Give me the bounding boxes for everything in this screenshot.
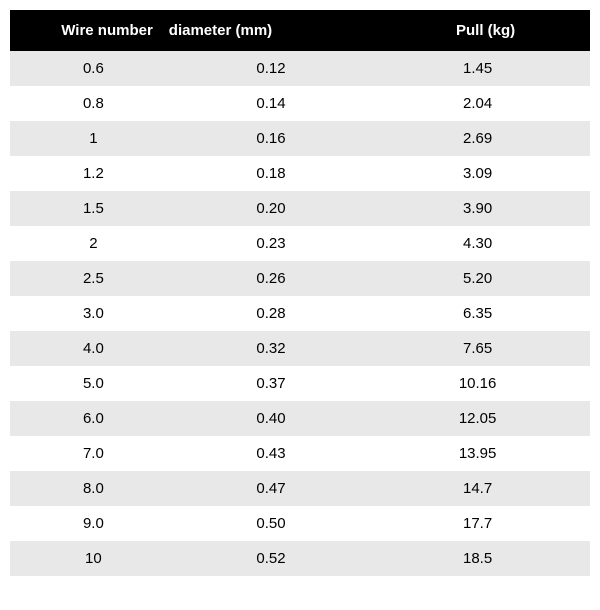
table-row: 2.5 0.26 5.20 xyxy=(10,261,590,296)
table-row: 10 0.52 18.5 xyxy=(10,541,590,576)
cell-diameter: 0.50 xyxy=(161,506,381,541)
cell-pull: 17.7 xyxy=(381,506,590,541)
cell-pull: 3.09 xyxy=(381,156,590,191)
table-row: 2 0.23 4.30 xyxy=(10,226,590,261)
wire-spec-table-container: Wire number diameter (mm) Pull (kg) 0.6 … xyxy=(10,10,590,576)
cell-diameter: 0.23 xyxy=(161,226,381,261)
cell-pull: 10.16 xyxy=(381,366,590,401)
table-row: 0.6 0.12 1.45 xyxy=(10,51,590,86)
cell-wire: 4.0 xyxy=(10,331,161,366)
cell-wire: 1.5 xyxy=(10,191,161,226)
table-header-row: Wire number diameter (mm) Pull (kg) xyxy=(10,10,590,51)
cell-wire: 1 xyxy=(10,121,161,156)
cell-pull: 12.05 xyxy=(381,401,590,436)
cell-wire: 6.0 xyxy=(10,401,161,436)
cell-wire: 9.0 xyxy=(10,506,161,541)
cell-diameter: 0.18 xyxy=(161,156,381,191)
table-row: 1.2 0.18 3.09 xyxy=(10,156,590,191)
table-row: 5.0 0.37 10.16 xyxy=(10,366,590,401)
wire-spec-table: Wire number diameter (mm) Pull (kg) 0.6 … xyxy=(10,10,590,576)
cell-diameter: 0.40 xyxy=(161,401,381,436)
cell-pull: 4.30 xyxy=(381,226,590,261)
table-row: 6.0 0.40 12.05 xyxy=(10,401,590,436)
col-header-pull: Pull (kg) xyxy=(381,10,590,51)
cell-wire: 0.6 xyxy=(10,51,161,86)
cell-wire: 8.0 xyxy=(10,471,161,506)
cell-diameter: 0.12 xyxy=(161,51,381,86)
cell-wire: 1.2 xyxy=(10,156,161,191)
cell-wire: 7.0 xyxy=(10,436,161,471)
table-row: 9.0 0.50 17.7 xyxy=(10,506,590,541)
table-row: 4.0 0.32 7.65 xyxy=(10,331,590,366)
cell-pull: 3.90 xyxy=(381,191,590,226)
cell-pull: 1.45 xyxy=(381,51,590,86)
cell-diameter: 0.26 xyxy=(161,261,381,296)
cell-pull: 6.35 xyxy=(381,296,590,331)
cell-wire: 2.5 xyxy=(10,261,161,296)
cell-pull: 2.04 xyxy=(381,86,590,121)
cell-diameter: 0.28 xyxy=(161,296,381,331)
cell-diameter: 0.32 xyxy=(161,331,381,366)
table-body: 0.6 0.12 1.45 0.8 0.14 2.04 1 0.16 2.69 … xyxy=(10,51,590,576)
table-row: 8.0 0.47 14.7 xyxy=(10,471,590,506)
cell-wire: 3.0 xyxy=(10,296,161,331)
table-row: 7.0 0.43 13.95 xyxy=(10,436,590,471)
cell-pull: 13.95 xyxy=(381,436,590,471)
cell-pull: 5.20 xyxy=(381,261,590,296)
cell-wire: 0.8 xyxy=(10,86,161,121)
table-row: 0.8 0.14 2.04 xyxy=(10,86,590,121)
table-row: 1.5 0.20 3.90 xyxy=(10,191,590,226)
cell-diameter: 0.47 xyxy=(161,471,381,506)
cell-pull: 18.5 xyxy=(381,541,590,576)
cell-diameter: 0.43 xyxy=(161,436,381,471)
cell-wire: 5.0 xyxy=(10,366,161,401)
col-header-wire-number: Wire number xyxy=(10,10,161,51)
cell-pull: 2.69 xyxy=(381,121,590,156)
cell-diameter: 0.52 xyxy=(161,541,381,576)
cell-diameter: 0.16 xyxy=(161,121,381,156)
cell-diameter: 0.37 xyxy=(161,366,381,401)
cell-wire: 2 xyxy=(10,226,161,261)
cell-pull: 7.65 xyxy=(381,331,590,366)
col-header-diameter: diameter (mm) xyxy=(161,10,381,51)
table-row: 1 0.16 2.69 xyxy=(10,121,590,156)
cell-wire: 10 xyxy=(10,541,161,576)
cell-pull: 14.7 xyxy=(381,471,590,506)
table-row: 3.0 0.28 6.35 xyxy=(10,296,590,331)
cell-diameter: 0.14 xyxy=(161,86,381,121)
cell-diameter: 0.20 xyxy=(161,191,381,226)
